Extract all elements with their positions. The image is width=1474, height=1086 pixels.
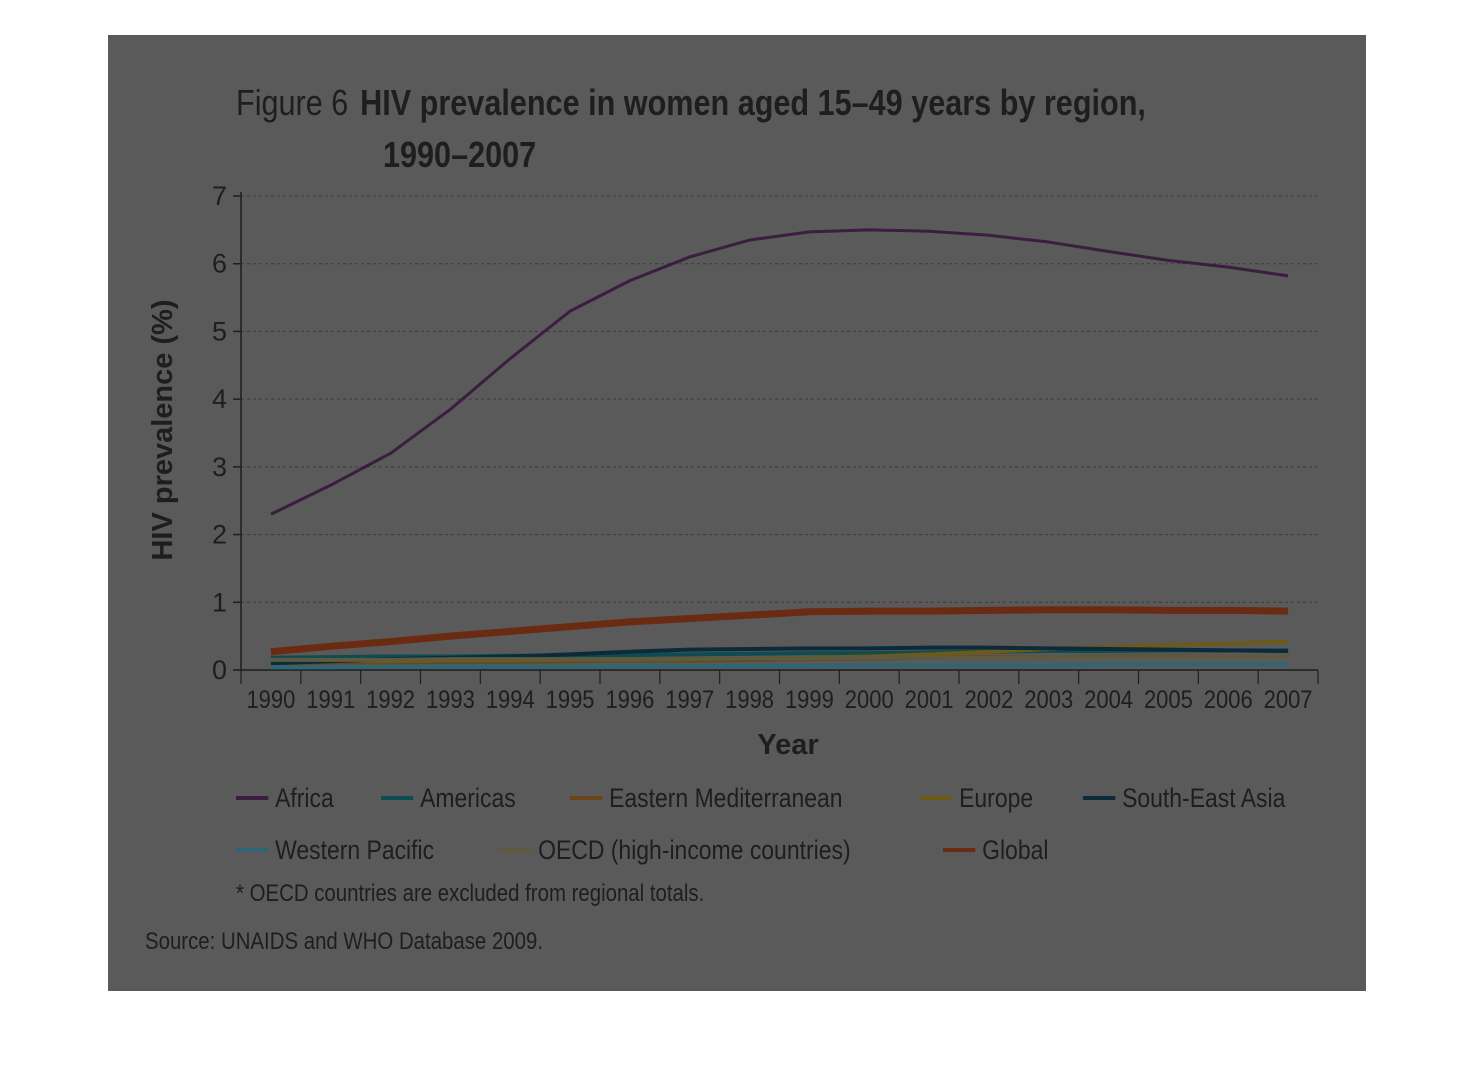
legend-swatch xyxy=(381,796,414,800)
legend-swatch xyxy=(569,796,602,800)
figure-label: Figure 6 xyxy=(236,82,349,123)
series-line-global xyxy=(270,606,1289,656)
x-tick-label: 2005 xyxy=(1144,686,1193,714)
legend-swatch xyxy=(499,848,532,852)
x-tick-label: 2003 xyxy=(1024,686,1073,714)
y-tick-label: 1 xyxy=(212,587,227,617)
series-line-western-pacific xyxy=(270,662,1289,670)
y-tick-label: 7 xyxy=(212,181,227,211)
y-tick-label: 4 xyxy=(212,384,227,414)
x-tick-label: 2007 xyxy=(1264,686,1313,714)
y-tick-label: 3 xyxy=(212,452,227,482)
figure-panel xyxy=(108,35,1366,991)
legend-label: Western Pacific xyxy=(275,834,435,865)
x-tick-label: 1999 xyxy=(785,686,834,714)
legend-swatch xyxy=(942,848,975,852)
y-tick-label: 6 xyxy=(212,249,227,279)
x-tick-label: 2000 xyxy=(845,686,894,714)
y-tick-label: 2 xyxy=(212,520,227,550)
x-axis-label: Year xyxy=(757,729,818,761)
legend-swatch xyxy=(236,796,269,800)
legend-swatch xyxy=(236,848,269,852)
legend-item: Western Pacific xyxy=(236,835,434,866)
legend-item: OECD (high-income countries) xyxy=(499,835,851,866)
series-line-oecd-high-income-countries- xyxy=(270,654,1289,662)
x-tick-label: 1993 xyxy=(426,686,475,714)
y-axis-label: HIV prevalence (%) xyxy=(147,299,179,560)
legend-item: Eastern Mediterranean xyxy=(569,782,843,814)
x-tick-label: 1992 xyxy=(366,686,415,714)
legend-swatch xyxy=(1083,796,1116,800)
x-tick-label: 2006 xyxy=(1204,686,1253,714)
legend: Africa Americas Eastern Mediterranean Europ… xyxy=(236,772,1351,876)
legend-label: Africa xyxy=(275,782,334,813)
legend-swatch xyxy=(920,796,953,800)
source-note: Source: UNAIDS and WHO Database 2009. xyxy=(145,928,543,955)
legend-item: South-East Asia xyxy=(1083,782,1286,814)
chart-title: Figure 6 HIV prevalence in women aged 15–… xyxy=(236,82,1146,124)
series-line-africa xyxy=(270,228,1289,516)
y-tick-label: 0 xyxy=(212,655,227,685)
x-tick-label: 2004 xyxy=(1084,686,1133,714)
y-tick-label: 5 xyxy=(212,316,227,346)
x-tick-label: 1991 xyxy=(306,686,355,714)
legend-label: South-East Asia xyxy=(1122,782,1286,813)
x-tick-label: 1998 xyxy=(725,686,774,714)
x-tick-label: 2001 xyxy=(905,686,954,714)
title-line-1: HIV prevalence in women aged 15–49 years… xyxy=(360,82,1146,123)
x-tick-label: 1994 xyxy=(486,686,535,714)
legend-label: Global xyxy=(981,834,1049,865)
legend-item: Americas xyxy=(381,783,516,814)
footnote: * OECD countries are excluded from regio… xyxy=(236,880,705,907)
legend-label: Americas xyxy=(420,782,516,813)
x-tick-label: 1990 xyxy=(246,686,295,714)
legend-label: Europe xyxy=(959,782,1034,813)
legend-item: Global xyxy=(942,834,1049,866)
legend-label: Eastern Mediterranean xyxy=(608,782,843,813)
x-tick-label: 1996 xyxy=(605,686,654,714)
x-tick-label: 1997 xyxy=(665,686,714,714)
x-tick-label: 2002 xyxy=(964,686,1013,714)
legend-item: Europe xyxy=(920,783,1033,814)
x-tick-label: 1995 xyxy=(546,686,595,714)
title-line-2: 1990–2007 xyxy=(383,134,537,175)
legend-item: Africa xyxy=(236,783,334,814)
legend-label: OECD (high-income countries) xyxy=(538,834,851,865)
